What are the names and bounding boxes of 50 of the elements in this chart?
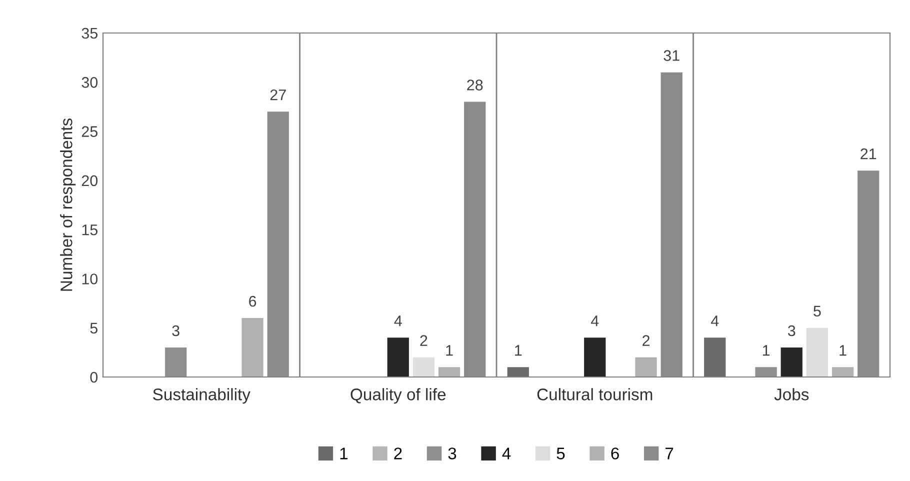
bar bbox=[584, 338, 606, 377]
legend-label: 1 bbox=[340, 448, 348, 460]
bar bbox=[387, 338, 409, 377]
y-tick-label: 20 bbox=[82, 175, 98, 186]
y-tick-label: 5 bbox=[90, 322, 98, 334]
data-label: 31 bbox=[664, 50, 680, 61]
y-tick-label: 25 bbox=[82, 126, 98, 137]
x-tick-label: Jobs bbox=[774, 388, 809, 400]
bar bbox=[507, 367, 529, 377]
x-tick-label: Quality of life bbox=[350, 388, 446, 404]
data-label: 28 bbox=[467, 80, 483, 90]
bar bbox=[780, 348, 802, 377]
y-tick-label: 30 bbox=[82, 77, 98, 88]
data-label: 4 bbox=[710, 316, 719, 326]
data-label: 1 bbox=[762, 345, 770, 356]
legend-label: 7 bbox=[666, 448, 674, 460]
data-label: 5 bbox=[814, 306, 821, 317]
bar bbox=[242, 318, 264, 377]
y-tick-label: 35 bbox=[82, 28, 98, 39]
data-label: 2 bbox=[642, 335, 650, 346]
legend-label: 4 bbox=[502, 448, 511, 460]
data-label: 1 bbox=[840, 345, 846, 356]
data-label: 4 bbox=[394, 316, 402, 326]
bar bbox=[438, 367, 460, 377]
data-label: 1 bbox=[515, 345, 522, 356]
legend-label: 6 bbox=[611, 448, 619, 460]
y-tick-label: 0 bbox=[90, 372, 98, 383]
bar bbox=[164, 348, 187, 377]
bar bbox=[806, 328, 828, 377]
y-axis-title: Number of respondents bbox=[60, 118, 76, 291]
y-tick-label: 10 bbox=[82, 274, 98, 284]
x-tick-label: Sustainability bbox=[153, 388, 250, 404]
legend-label: 5 bbox=[556, 448, 565, 460]
legend-label: 2 bbox=[394, 448, 402, 460]
bar bbox=[635, 357, 657, 377]
data-label: 2 bbox=[420, 335, 428, 346]
bar bbox=[704, 338, 726, 377]
bar bbox=[755, 367, 777, 377]
bar bbox=[412, 357, 435, 377]
data-label: 3 bbox=[788, 325, 796, 336]
data-label: 3 bbox=[172, 325, 180, 336]
data-label: 1 bbox=[446, 345, 453, 356]
data-label: 21 bbox=[860, 148, 876, 160]
data-label: 6 bbox=[249, 296, 256, 307]
bar bbox=[832, 367, 854, 377]
x-tick-label: Cultural tourism bbox=[537, 388, 652, 400]
legend-label: 3 bbox=[448, 448, 456, 460]
data-label: 4 bbox=[590, 316, 599, 326]
y-tick-label: 15 bbox=[82, 224, 98, 236]
data-label: 27 bbox=[270, 89, 286, 100]
